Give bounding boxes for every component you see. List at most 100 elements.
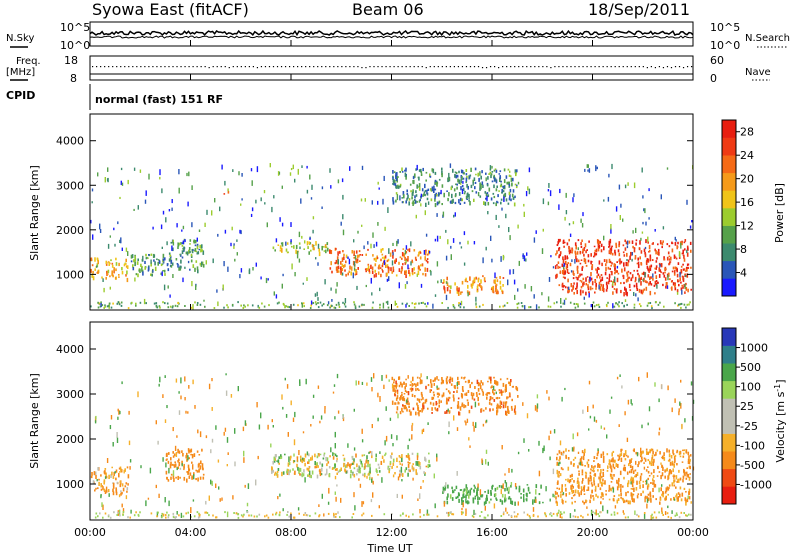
- velocity-cell: [580, 514, 582, 517]
- velocity-cell: [609, 409, 611, 414]
- power-cell: [466, 290, 469, 294]
- power-cell: [509, 193, 511, 198]
- power-cell: [458, 179, 460, 184]
- velocity-cell: [661, 507, 663, 513]
- power-cell: [588, 291, 590, 294]
- velocity-cell: [623, 464, 626, 467]
- power-cell: [571, 248, 574, 252]
- power-cell: [680, 281, 682, 284]
- power-cell: [290, 168, 293, 171]
- power-cell: [527, 186, 529, 191]
- power-cell: [512, 269, 515, 275]
- velocity-cell: [128, 410, 130, 415]
- power-cell: [423, 193, 425, 196]
- velocity-cell: [359, 469, 361, 474]
- velocity-cell: [609, 488, 611, 491]
- power-cell: [637, 264, 640, 269]
- power-cell: [529, 306, 532, 309]
- velocity-cell: [186, 452, 188, 457]
- power-cell: [200, 248, 202, 253]
- power-cell: [488, 173, 490, 175]
- velocity-cell: [319, 461, 321, 465]
- power-cell: [643, 271, 645, 276]
- power-cell: [646, 258, 649, 262]
- velocity-cell: [477, 500, 479, 505]
- power-cell: [610, 280, 612, 283]
- nave-point: [445, 66, 447, 68]
- power-cell: [371, 292, 373, 296]
- power-cell: [91, 264, 94, 267]
- velocity-cell: [558, 509, 560, 512]
- velocity-cell: [105, 472, 107, 477]
- velocity-cell: [128, 440, 131, 446]
- velocity-cell: [305, 514, 308, 517]
- power-cell: [425, 249, 427, 253]
- velocity-cell: [293, 516, 296, 519]
- power-cell: [637, 272, 639, 276]
- velocity-cell: [274, 454, 277, 459]
- power-cell: [488, 187, 491, 192]
- power-cell: [487, 176, 489, 180]
- power-cell: [359, 260, 361, 262]
- velocity-cell: [550, 512, 552, 515]
- velocity-cell: [332, 456, 335, 460]
- power-cell: [487, 211, 489, 215]
- velocity-cell: [180, 377, 182, 384]
- power-cell: [415, 258, 417, 261]
- velocity-cell: [298, 469, 300, 474]
- power-cell: [478, 177, 480, 182]
- power-cell: [188, 249, 190, 254]
- power-cell: [118, 262, 120, 267]
- power-cell: [684, 270, 687, 272]
- velocity-cell: [468, 409, 471, 414]
- velocity-cell: [378, 505, 380, 509]
- velocity-cell: [414, 395, 416, 398]
- velocity-cell: [663, 457, 666, 461]
- nave-label: Nave: [745, 67, 771, 78]
- velocity-cell: [451, 377, 454, 382]
- velocity-cell: [637, 464, 639, 468]
- velocity-cell: [564, 484, 567, 487]
- velocity-cell: [508, 392, 511, 397]
- power-cell: [419, 199, 421, 201]
- velocity-cell: [409, 388, 412, 390]
- power-cell: [490, 288, 493, 291]
- velocity-cell: [651, 454, 654, 459]
- velocity-cell: [378, 470, 381, 473]
- velocity-cell: [488, 402, 491, 405]
- velocity-cell: [542, 447, 544, 454]
- power-cell: [567, 290, 569, 294]
- power-cell: [200, 265, 203, 267]
- nave-point: [104, 66, 106, 68]
- velocity-cell: [311, 470, 314, 475]
- power-cell: [242, 307, 245, 309]
- velocity-cell: [461, 507, 463, 511]
- power-cell: [674, 287, 677, 291]
- power-cell: [396, 305, 399, 308]
- velocity-cell: [652, 450, 654, 455]
- power-cell: [179, 242, 181, 246]
- power-cell: [667, 251, 670, 255]
- power-cell: [647, 302, 650, 305]
- nave-point: [224, 66, 226, 68]
- power-cell: [247, 304, 249, 307]
- nave-point: [457, 66, 460, 68]
- velocity-cell: [391, 400, 394, 405]
- velocity-cell: [272, 425, 274, 428]
- velocity-cell: [651, 448, 654, 451]
- velocity-cell: [303, 469, 305, 473]
- power-cell: [152, 226, 154, 230]
- velocity-cell: [608, 463, 610, 465]
- power-cell: [548, 183, 550, 188]
- power-cell: [395, 192, 398, 195]
- power-cell: [611, 262, 613, 265]
- velocity-cell: [592, 404, 594, 409]
- power-cell: [424, 189, 427, 192]
- velocity-cell: [638, 480, 641, 485]
- power-cell: [161, 263, 164, 265]
- power-cell: [476, 290, 479, 293]
- power-cell: [395, 199, 397, 203]
- velocity-cell: [555, 500, 558, 504]
- velocity-cell: [573, 463, 575, 466]
- power-cell: [278, 171, 281, 175]
